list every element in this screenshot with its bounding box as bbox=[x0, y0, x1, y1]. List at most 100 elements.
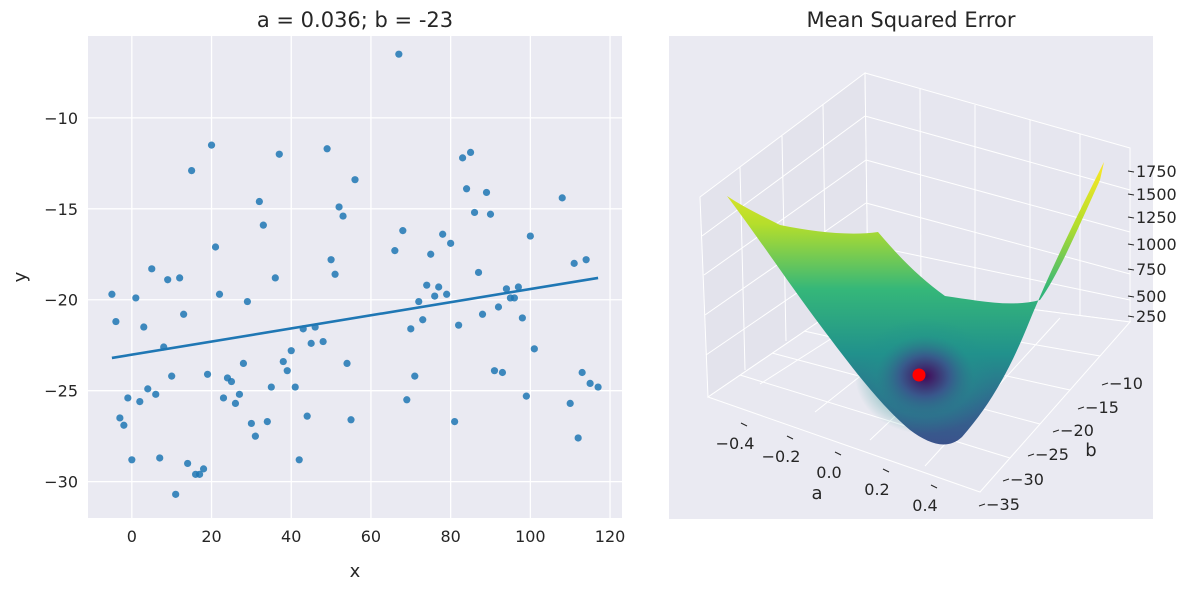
scatter-point bbox=[335, 203, 343, 211]
scatter-point bbox=[172, 490, 180, 498]
scatter-point bbox=[570, 259, 578, 267]
scatter-point bbox=[423, 281, 431, 289]
scatter-x-axis-label: x bbox=[350, 561, 361, 582]
scatter-point bbox=[478, 310, 487, 318]
scatter-point bbox=[399, 227, 407, 235]
scatter-point bbox=[458, 154, 467, 162]
scatter-point bbox=[295, 456, 303, 464]
mse-surface bbox=[727, 162, 1104, 445]
scatter-point bbox=[287, 347, 295, 355]
a-tick-label: −0.2 bbox=[762, 447, 801, 466]
scatter-point bbox=[578, 368, 586, 377]
a-tick-label: 0.2 bbox=[864, 480, 889, 499]
scatter-point bbox=[120, 421, 128, 429]
scatter-point bbox=[486, 210, 495, 218]
z-tick-label: 1500 bbox=[1136, 185, 1177, 204]
z-tick-label: 1750 bbox=[1136, 162, 1177, 181]
scatter-y-axis-label: y bbox=[10, 271, 31, 282]
scatter-point bbox=[231, 399, 240, 408]
scatter-point bbox=[176, 274, 184, 282]
surface-b-axis-label: b bbox=[1085, 440, 1096, 461]
scatter-grid bbox=[88, 36, 622, 518]
scatter-point bbox=[152, 390, 160, 398]
minimum-marker bbox=[912, 368, 926, 382]
z-tick-label: 750 bbox=[1136, 260, 1167, 279]
scatter-point bbox=[351, 176, 359, 184]
scatter-point bbox=[251, 432, 259, 440]
scatter-point bbox=[207, 141, 216, 149]
scatter-point bbox=[582, 256, 590, 264]
b-tick-mark bbox=[1002, 478, 1010, 482]
scatter-point bbox=[498, 368, 507, 377]
scatter-point bbox=[586, 379, 594, 388]
scatter-point bbox=[411, 372, 419, 380]
scatter-point bbox=[514, 283, 522, 291]
surface-a-axis-label: a bbox=[811, 483, 822, 504]
scatter-point bbox=[184, 459, 192, 468]
pane-grid-line bbox=[865, 159, 1131, 233]
a-tick-label: −0.4 bbox=[716, 434, 755, 453]
y-tick-label: −30 bbox=[44, 473, 78, 492]
fit-line bbox=[111, 276, 599, 360]
scatter-point bbox=[470, 208, 479, 217]
scatter-point bbox=[279, 357, 287, 366]
scatter-point bbox=[391, 247, 399, 255]
scatter-point bbox=[112, 317, 120, 326]
z-tick-mark bbox=[1127, 295, 1135, 298]
b-tick-label: −30 bbox=[1010, 470, 1044, 489]
scatter-point bbox=[518, 314, 526, 322]
z-tick-mark bbox=[1127, 315, 1135, 318]
scatter-point bbox=[140, 323, 148, 331]
z-tick-label: 1250 bbox=[1136, 208, 1177, 227]
scatter-point bbox=[451, 418, 459, 426]
b-tick-mark bbox=[1052, 429, 1060, 433]
scatter-point bbox=[128, 456, 136, 464]
scatter-point bbox=[199, 465, 208, 473]
scatter-point bbox=[239, 359, 248, 367]
scatter-point bbox=[108, 290, 116, 298]
z-tick-mark bbox=[1127, 193, 1135, 196]
pane-grid-line bbox=[866, 244, 1131, 301]
scatter-point bbox=[255, 197, 263, 206]
scatter-point bbox=[136, 397, 144, 406]
scatter-point bbox=[247, 419, 255, 428]
a-tick-mark bbox=[882, 468, 890, 473]
scatter-point bbox=[235, 390, 244, 398]
b-tick-label: −15 bbox=[1085, 398, 1119, 417]
y-tick-label: −25 bbox=[44, 382, 78, 401]
y-tick-label: −10 bbox=[44, 109, 78, 128]
scatter-point bbox=[427, 250, 435, 258]
b-tick-label: −10 bbox=[1109, 374, 1143, 393]
scatter-point bbox=[339, 212, 347, 220]
b-tick-label: −20 bbox=[1060, 421, 1094, 440]
scatter-point bbox=[156, 454, 164, 462]
scatter-point bbox=[215, 290, 224, 298]
y-tick-label: −20 bbox=[44, 291, 78, 310]
b-tick-mark bbox=[1027, 453, 1035, 457]
scatter-point bbox=[263, 418, 271, 426]
pane-grid-line bbox=[739, 166, 746, 371]
scatter-point bbox=[566, 399, 574, 408]
b-tick-mark bbox=[978, 503, 986, 507]
scatter-point bbox=[343, 359, 351, 367]
scatter-point bbox=[558, 194, 566, 202]
scatter-point bbox=[462, 185, 471, 193]
x-tick-label: 100 bbox=[515, 527, 546, 546]
scatter-point bbox=[522, 392, 530, 400]
scatter-point bbox=[132, 294, 140, 302]
scatter-point bbox=[510, 294, 519, 302]
scatter-point bbox=[439, 230, 447, 238]
y-tick-label: −15 bbox=[44, 200, 78, 219]
scatter-point bbox=[195, 470, 204, 478]
scatter-point bbox=[303, 412, 311, 420]
scatter-point bbox=[415, 297, 423, 306]
scatter-point bbox=[271, 274, 279, 282]
scatter-point bbox=[319, 337, 327, 346]
scatter-panel: 0 20 40 60 80 100 120 −10 −15 −20 −25 −30 a = 0.036… bbox=[10, 8, 625, 582]
z-tick-label: 250 bbox=[1136, 307, 1167, 326]
scatter-point bbox=[219, 394, 228, 402]
b-tick-label: −35 bbox=[986, 495, 1020, 514]
scatter-point bbox=[435, 283, 443, 291]
